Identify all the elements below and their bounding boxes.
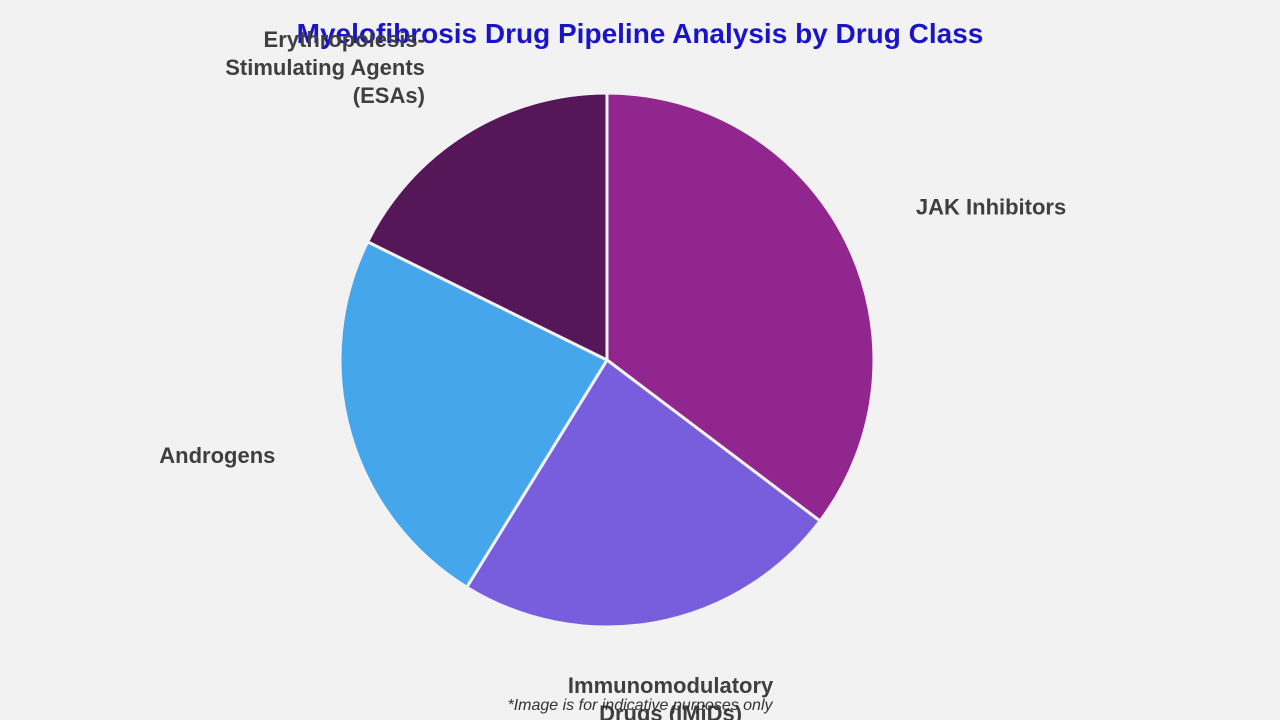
pie-slice-jak-inhibitors (605, 91, 876, 523)
slice-label: Androgens (159, 443, 275, 468)
pie-slices (338, 91, 876, 629)
slice-label: Immunomodulatory Drugs (IMiDs) (568, 673, 774, 720)
pie-slice-immunomodulatory-drugs-imids (465, 358, 822, 629)
chart-title: Myelofibrosis Drug Pipeline Analysis by … (296, 18, 984, 49)
slice-label: JAK Inhibitors (916, 194, 1066, 219)
footnote: *Image is for indicative purposes only (507, 697, 773, 714)
slice-label: Erythropoiesis-Stimulating Agents (ESAs) (225, 27, 425, 108)
pie-slice-erythropoiesis-stimulating-agents-esas (366, 91, 609, 362)
pie-labels: JAK Inhibitors Immunomodulatory Drugs (IMi… (159, 27, 1066, 720)
